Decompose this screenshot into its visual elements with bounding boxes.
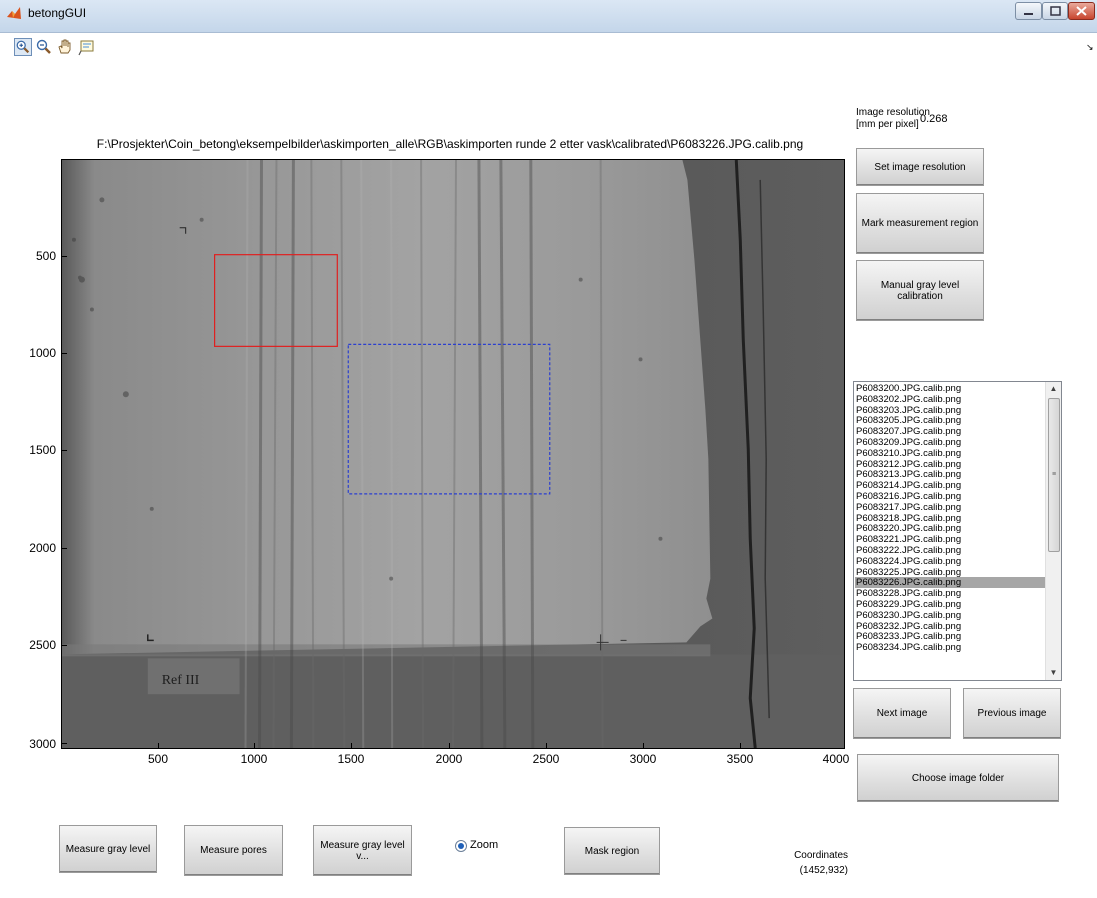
measure-pores-button[interactable]: Measure pores: [184, 825, 283, 876]
image-axes[interactable]: Ref III: [61, 159, 845, 749]
x-tick-label: 3500: [726, 752, 754, 766]
data-cursor-icon[interactable]: [78, 38, 96, 56]
x-tick-label: 2500: [532, 752, 560, 766]
maximize-button[interactable]: [1042, 2, 1068, 20]
y-tick-label: 500: [35, 249, 56, 263]
measure-gray-level-v-button[interactable]: Measure gray level v...: [313, 825, 412, 876]
x-tick-mark: [546, 743, 547, 749]
zoom-in-icon[interactable]: [14, 38, 32, 56]
coordinates-value: (1452,932): [799, 865, 848, 876]
y-tick-mark: [61, 256, 67, 257]
set-resolution-button[interactable]: Set image resolution: [856, 148, 984, 186]
y-tick-label: 2500: [29, 638, 56, 652]
minimize-icon: [1024, 13, 1033, 15]
y-tick-mark: [61, 743, 67, 744]
list-item[interactable]: P6083209.JPG.calib.png: [856, 436, 962, 448]
list-item[interactable]: P6083220.JPG.calib.png: [856, 523, 962, 535]
list-item[interactable]: P6083229.JPG.calib.png: [856, 598, 962, 610]
list-item[interactable]: P6083202.JPG.calib.png: [856, 393, 962, 405]
list-item[interactable]: P6083228.JPG.calib.png: [856, 588, 962, 600]
sample-label: Ref III: [162, 673, 200, 688]
list-item[interactable]: P6083210.JPG.calib.png: [856, 447, 962, 459]
list-item[interactable]: P6083216.JPG.calib.png: [856, 490, 962, 502]
list-item[interactable]: P6083205.JPG.calib.png: [856, 415, 962, 427]
resolution-label: Image resolution [mm per pixel]: [856, 107, 930, 131]
measurement-region[interactable]: [214, 254, 338, 347]
list-item[interactable]: P6083226.JPG.calib.png: [855, 577, 1047, 588]
coordinates-readout: Coordinates (1452,932): [782, 848, 848, 878]
list-item[interactable]: P6083203.JPG.calib.png: [856, 404, 962, 416]
x-tick-mark: [351, 743, 352, 749]
matlab-icon: [7, 7, 21, 19]
concrete-sample-image: Ref III: [62, 160, 844, 748]
list-item[interactable]: P6083222.JPG.calib.png: [856, 544, 962, 556]
list-item[interactable]: P6083213.JPG.calib.png: [856, 469, 962, 481]
list-item[interactable]: P6083232.JPG.calib.png: [856, 620, 962, 632]
zoom-radio-dot: [458, 843, 464, 849]
x-tick-label: 1000: [240, 752, 268, 766]
y-tick-label: 2000: [29, 541, 56, 555]
list-item[interactable]: P6083233.JPG.calib.png: [856, 631, 962, 643]
resolution-value: 0.268: [920, 113, 948, 125]
mark-region-button[interactable]: Mark measurement region: [856, 193, 984, 254]
y-tick-mark: [61, 450, 67, 451]
list-item[interactable]: P6083224.JPG.calib.png: [856, 555, 962, 567]
mask-region-button[interactable]: Mask region: [564, 827, 660, 875]
pan-hand-icon[interactable]: [56, 38, 74, 56]
y-tick-label: 1000: [29, 346, 56, 360]
list-item[interactable]: P6083234.JPG.calib.png: [856, 642, 962, 654]
list-item[interactable]: P6083218.JPG.calib.png: [856, 512, 962, 524]
zoom-radio[interactable]: [455, 840, 467, 852]
y-tick-label: 1500: [29, 443, 56, 457]
resolution-label-line2: [mm per pixel]: [856, 119, 919, 130]
list-item[interactable]: P6083225.JPG.calib.png: [856, 566, 962, 578]
next-image-button[interactable]: Next image: [853, 688, 951, 739]
x-tick-label: 4000: [822, 752, 850, 766]
manual-calibration-button[interactable]: Manual gray level calibration: [856, 260, 984, 321]
zoom-radio-label[interactable]: Zoom: [470, 839, 499, 851]
scroll-up-icon[interactable]: ▲: [1049, 384, 1058, 393]
scroll-down-icon[interactable]: ▼: [1049, 668, 1058, 677]
previous-image-button[interactable]: Previous image: [963, 688, 1061, 739]
y-tick-mark: [61, 645, 67, 646]
close-button[interactable]: [1068, 2, 1095, 20]
maximize-icon: [1050, 6, 1061, 16]
scroll-thumb[interactable]: ≡: [1048, 398, 1060, 552]
resolution-label-line1: Image resolution: [856, 107, 930, 118]
x-tick-mark: [449, 743, 450, 749]
x-tick-mark: [158, 743, 159, 749]
list-item[interactable]: P6083214.JPG.calib.png: [856, 480, 962, 492]
zoom-out-icon[interactable]: [35, 38, 53, 56]
x-tick-mark: [254, 743, 255, 749]
y-tick-mark: [61, 548, 67, 549]
window-titlebar: betongGUI: [0, 0, 1097, 33]
measure-gray-level-button[interactable]: Measure gray level: [59, 825, 157, 873]
dock-arrow-icon[interactable]: ↘: [1086, 42, 1094, 52]
list-item[interactable]: P6083200.JPG.calib.png: [856, 383, 962, 394]
list-item[interactable]: P6083207.JPG.calib.png: [856, 426, 962, 438]
image-file-list[interactable]: P6083200.JPG.calib.png P6083202.JPG.calib…: [853, 381, 1062, 681]
close-icon: [1076, 6, 1087, 16]
list-item[interactable]: P6083212.JPG.calib.png: [856, 458, 962, 470]
x-tick-label: 500: [147, 752, 169, 766]
list-item[interactable]: P6083217.JPG.calib.png: [856, 501, 962, 513]
x-tick-label: 1500: [337, 752, 365, 766]
selection-region[interactable]: [347, 343, 551, 495]
minimize-button[interactable]: [1015, 2, 1042, 20]
list-scrollbar[interactable]: ▲ ≡ ▼: [1045, 382, 1061, 680]
x-tick-mark: [740, 743, 741, 749]
coordinates-label: Coordinates: [794, 850, 848, 861]
image-path-label: F:\Prosjekter\Coin_betong\eksempelbilder…: [96, 137, 804, 151]
choose-folder-button[interactable]: Choose image folder: [857, 754, 1059, 802]
window-title: betongGUI: [28, 6, 87, 20]
y-tick-label: 3000: [29, 737, 56, 751]
x-tick-mark: [643, 743, 644, 749]
x-tick-label: 2000: [435, 752, 463, 766]
x-tick-label: 3000: [629, 752, 657, 766]
y-tick-mark: [61, 353, 67, 354]
list-item[interactable]: P6083221.JPG.calib.png: [856, 534, 962, 546]
list-item[interactable]: P6083230.JPG.calib.png: [856, 609, 962, 621]
file-list-items: P6083200.JPG.calib.png P6083202.JPG.calib…: [855, 383, 1047, 653]
